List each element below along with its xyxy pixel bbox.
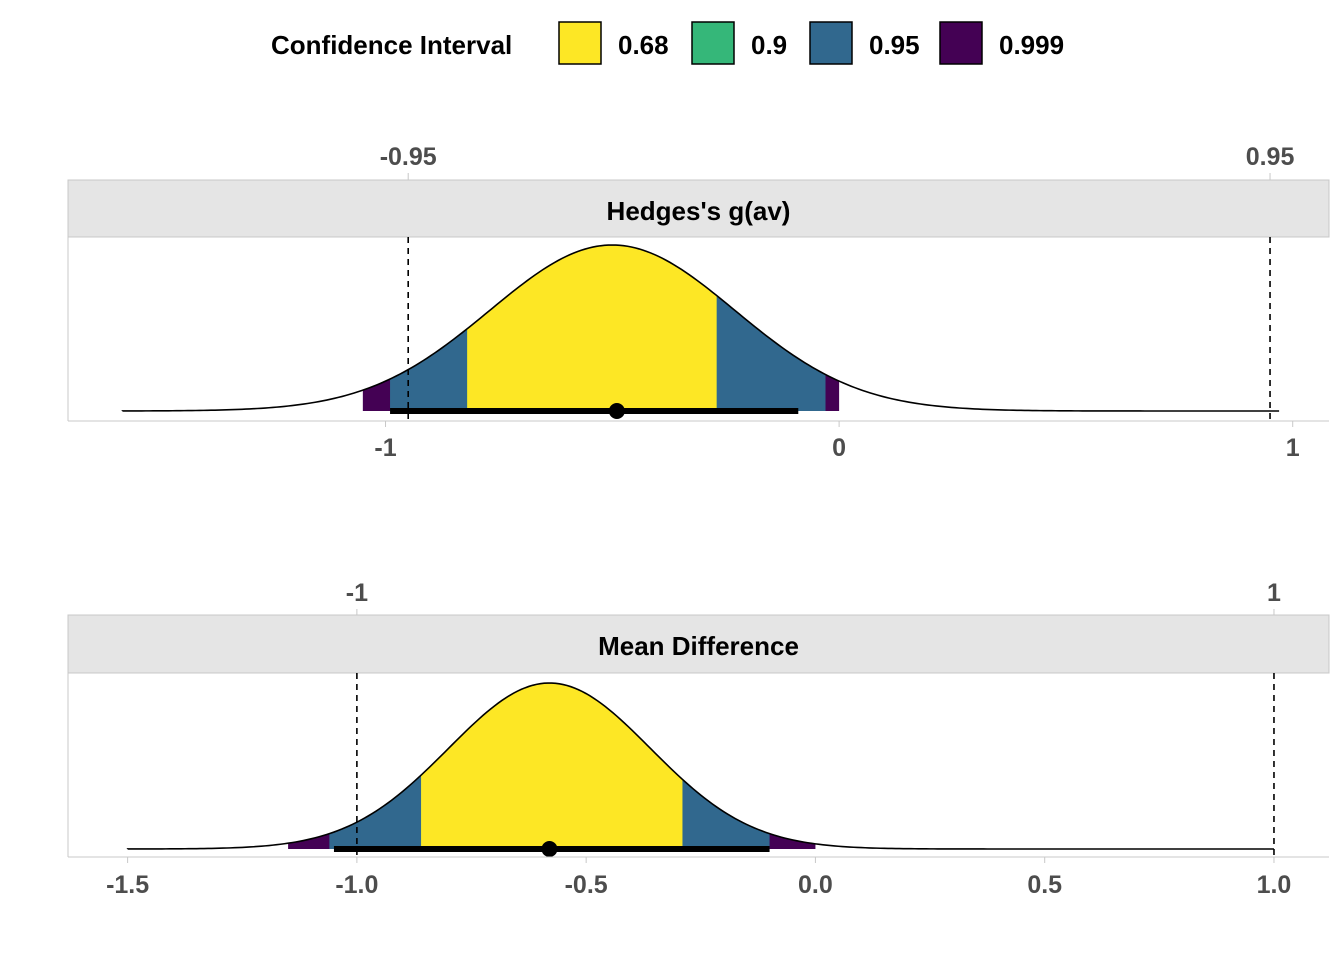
density-curve — [121, 244, 1280, 412]
point-estimate — [541, 841, 558, 857]
x-tick-label: -1.5 — [106, 871, 149, 899]
x-tick-label: -0.5 — [565, 871, 608, 899]
legend-swatch — [691, 21, 735, 65]
panel-title: Hedges's g(av) — [607, 196, 791, 226]
legend-title: Confidence Interval — [271, 30, 512, 60]
ci-region-0.68 — [467, 245, 717, 411]
legend: Confidence Interval 0.68 0.9 0.95 0.999 — [271, 21, 1064, 65]
x-tick-label: -1.0 — [335, 871, 378, 899]
x-tick-label: 0.5 — [1027, 871, 1062, 899]
bound-label-1: -1 — [346, 579, 368, 607]
point-estimate — [608, 403, 625, 419]
legend-swatch — [558, 21, 602, 65]
ci-region-0.68 — [421, 683, 683, 849]
x-tick-label: 0 — [832, 434, 846, 462]
x-tick-label: 0.0 — [798, 871, 833, 899]
ci-regions — [362, 245, 840, 411]
x-tick-label: -1 — [374, 434, 396, 462]
legend-label: 0.68 — [618, 30, 669, 60]
bound-label-2: 0.95 — [1246, 143, 1295, 171]
legend-label: 0.999 — [999, 30, 1064, 60]
bound-label-2: 1 — [1267, 579, 1281, 607]
legend-label: 0.9 — [751, 30, 787, 60]
legend-item-0.68: 0.68 — [558, 21, 669, 65]
legend-swatch — [809, 21, 853, 65]
legend-swatch — [939, 21, 983, 65]
ci-regions — [288, 683, 816, 849]
legend-item-0.999: 0.999 — [939, 21, 1064, 65]
legend-item-0.9: 0.9 — [691, 21, 787, 65]
legend-item-0.95: 0.95 — [809, 21, 920, 65]
panel-strip — [67, 614, 1330, 674]
legend-label: 0.95 — [869, 30, 920, 60]
panel-2: Mean Difference -1 1 -1.5 -1.0 -0.5 0.0 0.5 1.0 — [67, 579, 1330, 899]
x-tick-label: 1.0 — [1257, 871, 1292, 899]
x-tick-label: 1 — [1286, 434, 1300, 462]
panel-title: Mean Difference — [598, 631, 799, 661]
panel-1: Hedges's g(av) -0.95 0.95 -1 0 1 — [67, 143, 1330, 462]
density-curve — [126, 682, 1274, 850]
panel-strip — [67, 179, 1330, 238]
bound-label-1: -0.95 — [380, 143, 437, 171]
